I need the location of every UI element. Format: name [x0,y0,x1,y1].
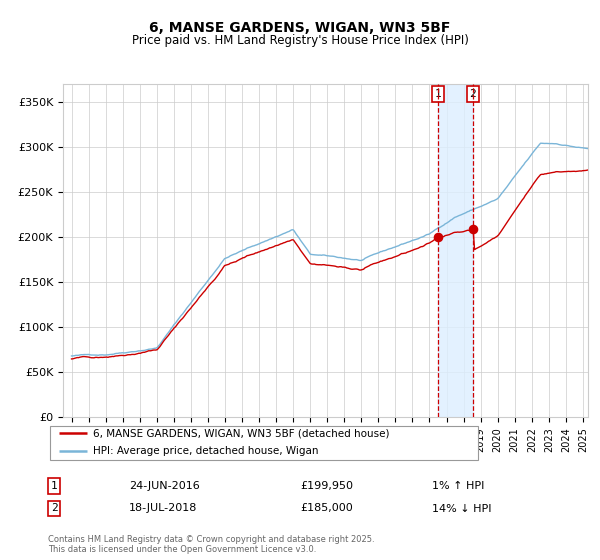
Text: 18-JUL-2018: 18-JUL-2018 [129,503,197,514]
Text: 1% ↑ HPI: 1% ↑ HPI [432,481,484,491]
Point [468,225,478,234]
Text: 24-JUN-2016: 24-JUN-2016 [129,481,200,491]
Bar [437,84,473,417]
Text: 1: 1 [434,89,441,99]
Text: 2: 2 [50,503,58,514]
Text: Contains HM Land Registry data © Crown copyright and database right 2025.
This d: Contains HM Land Registry data © Crown c… [48,535,374,554]
Text: £199,950: £199,950 [300,481,353,491]
Text: £185,000: £185,000 [300,503,353,514]
FancyBboxPatch shape [50,426,478,460]
Point [433,233,442,242]
Text: 14% ↓ HPI: 14% ↓ HPI [432,503,491,514]
Text: Price paid vs. HM Land Registry's House Price Index (HPI): Price paid vs. HM Land Registry's House … [131,34,469,46]
Text: HPI: Average price, detached house, Wigan: HPI: Average price, detached house, Wiga… [94,446,319,456]
Text: 6, MANSE GARDENS, WIGAN, WN3 5BF (detached house): 6, MANSE GARDENS, WIGAN, WN3 5BF (detach… [94,428,390,438]
Text: 6, MANSE GARDENS, WIGAN, WN3 5BF: 6, MANSE GARDENS, WIGAN, WN3 5BF [149,21,451,35]
Text: 2: 2 [469,89,476,99]
Text: 1: 1 [50,481,58,491]
